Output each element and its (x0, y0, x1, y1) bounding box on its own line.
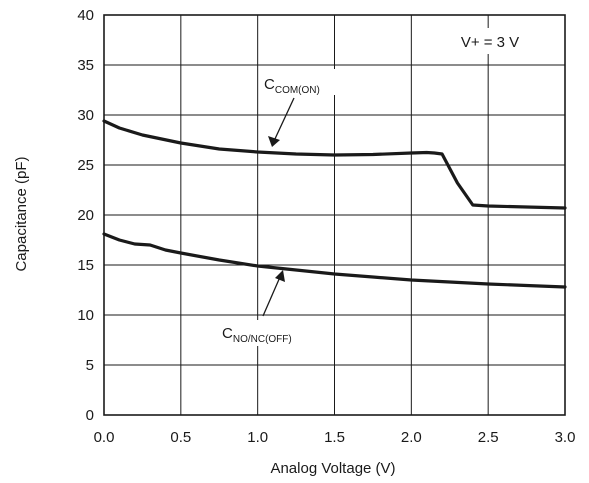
y-tick-label: 15 (77, 257, 94, 274)
no-nc-off-arrow-line (262, 276, 281, 317)
x-tick-label: 2.0 (401, 429, 422, 446)
x-tick-label: 1.5 (324, 429, 345, 446)
series-lines (102, 119, 567, 289)
x-tick-label: 0.5 (170, 429, 191, 446)
series-label-no-nc-off-bg (218, 320, 314, 346)
x-tick-label: 3.0 (555, 429, 576, 446)
x-axis-title: Analog Voltage (V) (270, 460, 395, 477)
plot-frame (103, 14, 566, 416)
series-label-com-on: CCOM(ON) (259, 69, 345, 147)
grid-lines (103, 14, 566, 416)
series-label-no-nc-off-text: CNO/NC(OFF) (222, 325, 292, 345)
y-tick-label: 30 (77, 107, 94, 124)
y-tick-label: 20 (77, 207, 94, 224)
series-label-no-nc-off-sub: NO/NC(OFF) (233, 334, 292, 345)
y-tick-label: 0 (86, 407, 94, 424)
y-tick-label: 10 (77, 307, 94, 324)
series-line-com-on (102, 119, 567, 210)
x-tick-label: 1.0 (247, 429, 268, 446)
y-axis-title: Capacitance (pF) (13, 156, 30, 271)
com-on-arrow-head (268, 136, 280, 147)
y-tick-labels: 0 5 10 15 20 25 30 35 40 (77, 7, 94, 424)
series-label-no-nc-off-main: C (222, 325, 233, 342)
annotation-background (438, 28, 542, 54)
com-on-arrow-line (273, 97, 295, 142)
x-tick-label: 0.0 (94, 429, 115, 446)
x-tick-labels: 0.0 0.5 1.0 1.5 2.0 2.5 3.0 (94, 429, 576, 446)
x-tick-label: 2.5 (478, 429, 499, 446)
y-tick-label: 5 (86, 357, 94, 374)
series-label-com-on-bg (259, 69, 345, 95)
supply-voltage-annotation: V+ = 3 V (461, 34, 519, 51)
series-label-com-on-sub: COM(ON) (275, 85, 320, 96)
series-label-no-nc-off: CNO/NC(OFF) (218, 270, 314, 346)
series-label-com-on-text: CCOM(ON) (264, 76, 320, 96)
y-tick-label: 25 (77, 157, 94, 174)
series-line-no-nc-off (102, 232, 567, 289)
y-tick-label: 35 (77, 57, 94, 74)
y-tick-label: 40 (77, 7, 94, 24)
no-nc-off-arrow-head (275, 270, 285, 282)
series-label-com-on-main: C (264, 76, 275, 93)
